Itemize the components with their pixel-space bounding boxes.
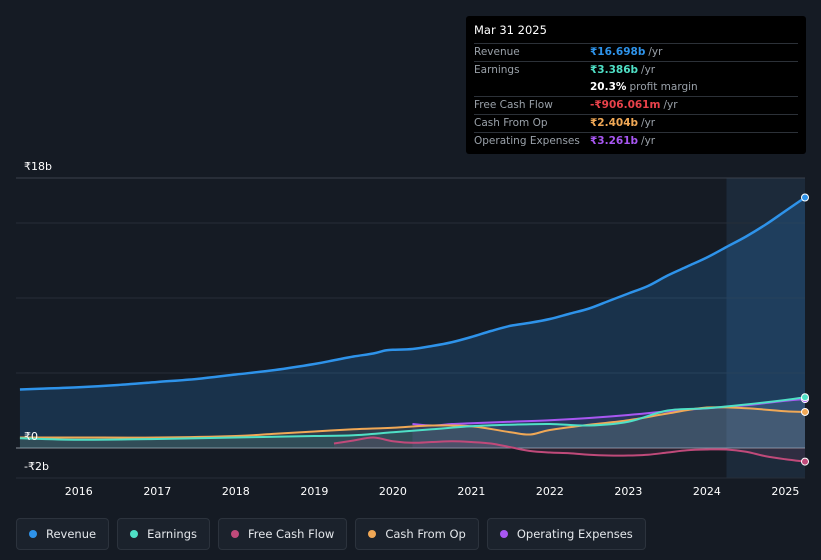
legend-label: Free Cash Flow [248, 527, 335, 541]
x-tick-label: 2019 [300, 485, 328, 498]
tooltip-label: Operating Expenses [474, 135, 580, 147]
legend-dot-icon [499, 530, 508, 538]
tooltip-value: ₹3.261b [590, 135, 639, 147]
tooltip-unit: /yr [641, 135, 656, 147]
free-cash-flow-line [333, 436, 806, 463]
x-tick-label: 2022 [536, 485, 564, 498]
tooltip-label: Earnings [474, 64, 520, 76]
x-tick-label: 2025 [771, 485, 799, 498]
revenue-line [19, 196, 806, 391]
tooltip-value: -₹906.061m [590, 99, 661, 111]
cash-from-op-endpoint [801, 407, 809, 416]
tooltip-unit: /yr [648, 46, 663, 58]
y-axis-bottom-label: -₹2b [24, 460, 49, 473]
tooltip-date: Mar 31 2025 [474, 23, 547, 37]
x-tick-label: 2021 [457, 485, 485, 498]
x-tick-label: 2020 [379, 485, 407, 498]
legend-dot-icon [130, 530, 139, 538]
tooltip-row-profit-margin: 20.3% profit margin [474, 79, 798, 96]
series-lines [19, 196, 806, 463]
legend-label: Revenue [46, 527, 97, 541]
earnings-endpoint [801, 393, 809, 402]
series-endpoints [801, 193, 809, 466]
legend-label: Earnings [147, 527, 197, 541]
earnings-area [19, 397, 806, 448]
x-tick-label: 2016 [65, 485, 93, 498]
y-axis-zero-label: ₹0 [24, 430, 38, 443]
x-tick-label: 2018 [222, 485, 250, 498]
tooltip-value: ₹16.698b [590, 46, 646, 58]
gridlines [16, 177, 805, 479]
tooltip-unit: /yr [641, 117, 656, 129]
tooltip-row-free-cash-flow: Free Cash Flow -₹906.061m /yr [474, 96, 798, 114]
free-cash-flow-area [333, 437, 805, 462]
tooltip-value: 20.3% [590, 81, 627, 93]
x-tick-label: 2024 [693, 485, 721, 498]
x-axis-ticks: 2016 2017 2018 2019 2020 2021 2022 2023 2024 2025 [65, 485, 800, 498]
tooltip-unit: /yr [663, 99, 678, 111]
tooltip-unit: /yr [641, 64, 656, 76]
tooltip-label: Cash From Op [474, 117, 548, 129]
legend-item-free-cash-flow[interactable]: Free Cash Flow [218, 518, 348, 550]
chart-legend: Revenue Earnings Free Cash Flow Cash Fro… [16, 518, 646, 550]
x-tick-label: 2023 [614, 485, 642, 498]
revenue-endpoint [801, 193, 809, 202]
series-areas [19, 197, 806, 462]
tooltip-value: ₹2.404b [590, 117, 639, 129]
tooltip-row-revenue: Revenue ₹16.698b /yr [474, 43, 798, 61]
tooltip-label: Free Cash Flow [474, 99, 553, 111]
legend-dot-icon [231, 530, 239, 538]
tooltip-label: Revenue [474, 46, 520, 58]
legend-label: Operating Expenses [516, 527, 633, 541]
legend-dot-icon [368, 530, 377, 538]
tooltip-row-earnings: Earnings ₹3.386b /yr [474, 61, 798, 79]
legend-item-earnings[interactable]: Earnings [117, 518, 210, 550]
data-tooltip: Mar 31 2025 Revenue ₹16.698b /yr Earning… [466, 16, 806, 154]
free-cash-flow-endpoint [801, 457, 809, 466]
legend-item-cash-from-op[interactable]: Cash From Op [355, 518, 479, 550]
x-tick-label: 2017 [143, 485, 171, 498]
forecast-highlight-region [726, 178, 805, 478]
legend-item-operating-expenses[interactable]: Operating Expenses [486, 518, 646, 550]
tooltip-value: ₹3.386b [590, 64, 639, 76]
legend-item-revenue[interactable]: Revenue [16, 518, 110, 550]
tooltip-row-operating-expenses: Operating Expenses ₹3.261b /yr [474, 132, 798, 150]
legend-label: Cash From Op [385, 527, 466, 541]
tooltip-unit: profit margin [629, 81, 698, 93]
y-axis-top-label: ₹18b [24, 160, 52, 173]
legend-dot-icon [29, 530, 37, 538]
revenue-area [19, 197, 806, 448]
tooltip-row-cash-from-op: Cash From Op ₹2.404b /yr [474, 114, 798, 132]
earnings-line [19, 396, 806, 441]
